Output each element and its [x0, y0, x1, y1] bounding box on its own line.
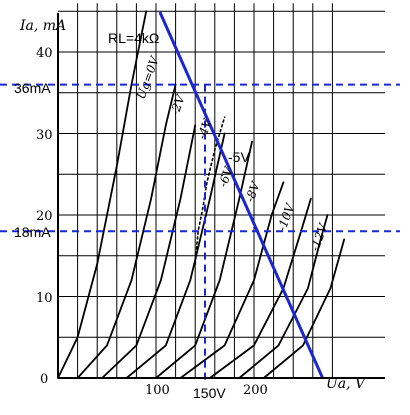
- curve-3: [125, 132, 226, 379]
- y-tick-10: 10: [36, 291, 53, 306]
- x-axis-label: Ua, V: [326, 376, 367, 392]
- curve-1: [76, 83, 177, 379]
- load-line-path: [158, 11, 324, 379]
- curve-label-10v: -10V: [275, 201, 298, 233]
- anode-curves: [57, 10, 346, 379]
- label-150v: 150V: [193, 385, 226, 401]
- label-minus5v: -5V: [228, 149, 250, 165]
- curve-7: [238, 214, 329, 379]
- curve-label-8v: -8V: [243, 179, 264, 204]
- label-36ma: 36mA: [14, 80, 51, 96]
- guide-lines: [0, 83, 400, 380]
- rl-label: RL=4kΩ: [108, 30, 159, 46]
- grid: [58, 3, 385, 378]
- y-axis-label: Ia, mA: [19, 18, 66, 34]
- x-tick-100: 100: [145, 383, 170, 398]
- curve-label-2v: -2V: [168, 92, 189, 117]
- y-tick-0: 0: [40, 372, 48, 387]
- y-tick-40: 40: [36, 46, 53, 61]
- y-tick-30: 30: [36, 128, 53, 143]
- curve-8: [262, 238, 346, 379]
- x-tick-200: 200: [243, 383, 268, 398]
- curve-label-6v: -6V: [216, 164, 237, 189]
- label-18ma: 18mA: [14, 224, 51, 240]
- curve-label-4v: -4V: [195, 116, 216, 141]
- curve-0: [57, 10, 148, 379]
- curve-5: [179, 181, 285, 379]
- curve-4: [155, 140, 253, 379]
- y-tick-20: 20: [36, 209, 53, 224]
- curve-2: [101, 124, 197, 379]
- load-line: [158, 11, 324, 379]
- curve-label-0v: Ug=0V: [134, 53, 163, 101]
- curve-label-12v: -12V: [308, 221, 331, 253]
